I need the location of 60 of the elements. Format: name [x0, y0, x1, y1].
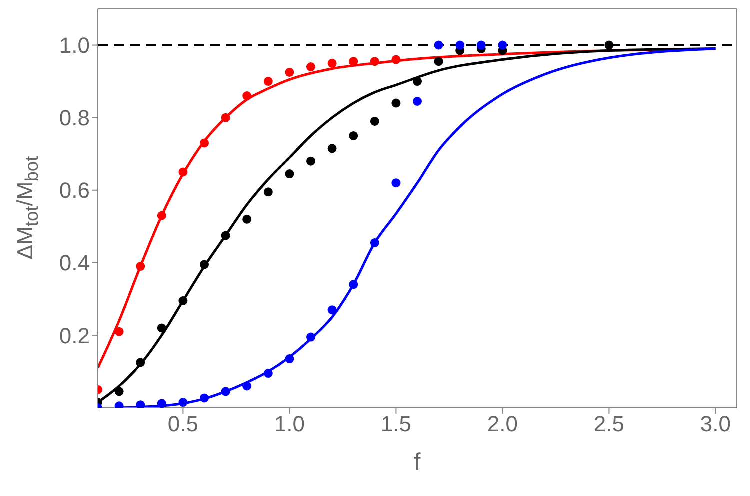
point: [413, 77, 422, 86]
point: [264, 188, 273, 197]
point: [434, 40, 444, 50]
point: [306, 156, 316, 166]
point: [370, 116, 380, 126]
point: [349, 280, 358, 290]
point: [157, 324, 166, 333]
point: [157, 211, 166, 220]
point: [392, 98, 401, 108]
point: [392, 178, 401, 188]
point: [392, 55, 401, 64]
point: [264, 77, 273, 86]
point: [328, 144, 337, 154]
y-tick-label: 0.4: [59, 250, 90, 276]
y-tick-label: 1.0: [59, 33, 90, 58]
point: [285, 68, 294, 77]
point: [370, 238, 380, 248]
x-tick-label: 0.5: [168, 412, 198, 437]
point: [221, 387, 230, 396]
point: [604, 40, 614, 50]
point: [136, 262, 146, 272]
point: [285, 170, 294, 179]
x-axis-title: f: [414, 449, 422, 476]
point: [328, 58, 337, 68]
point: [498, 40, 508, 50]
point: [476, 40, 486, 50]
point: [242, 382, 252, 391]
x-tick-label: 1.0: [274, 412, 305, 437]
point: [136, 358, 146, 368]
x-tick-label: 1.5: [380, 412, 412, 437]
y-tick-label: 0.2: [59, 323, 90, 348]
point: [242, 92, 252, 101]
point: [456, 40, 465, 50]
x-tick-label: 2.0: [487, 412, 518, 437]
point: [114, 327, 124, 336]
point: [178, 168, 188, 177]
point: [434, 57, 444, 66]
point: [114, 387, 124, 396]
point: [306, 332, 316, 342]
x-tick-label: 2.5: [594, 412, 624, 437]
point: [136, 400, 146, 408]
point: [178, 296, 188, 306]
point: [221, 231, 230, 240]
point: [264, 369, 273, 378]
x-tick-label: 3.0: [700, 412, 731, 437]
point: [349, 131, 358, 140]
point: [242, 214, 252, 224]
point: [157, 399, 166, 408]
y-tick-label: 0.8: [59, 106, 90, 131]
point: [306, 62, 316, 72]
point: [221, 113, 230, 122]
y-tick-label: 0.6: [59, 178, 90, 204]
point: [178, 398, 188, 408]
point: [328, 306, 337, 315]
point: [370, 57, 380, 66]
point: [200, 394, 209, 403]
point: [413, 96, 422, 106]
point: [200, 260, 209, 270]
point: [285, 354, 294, 364]
point: [200, 138, 209, 148]
